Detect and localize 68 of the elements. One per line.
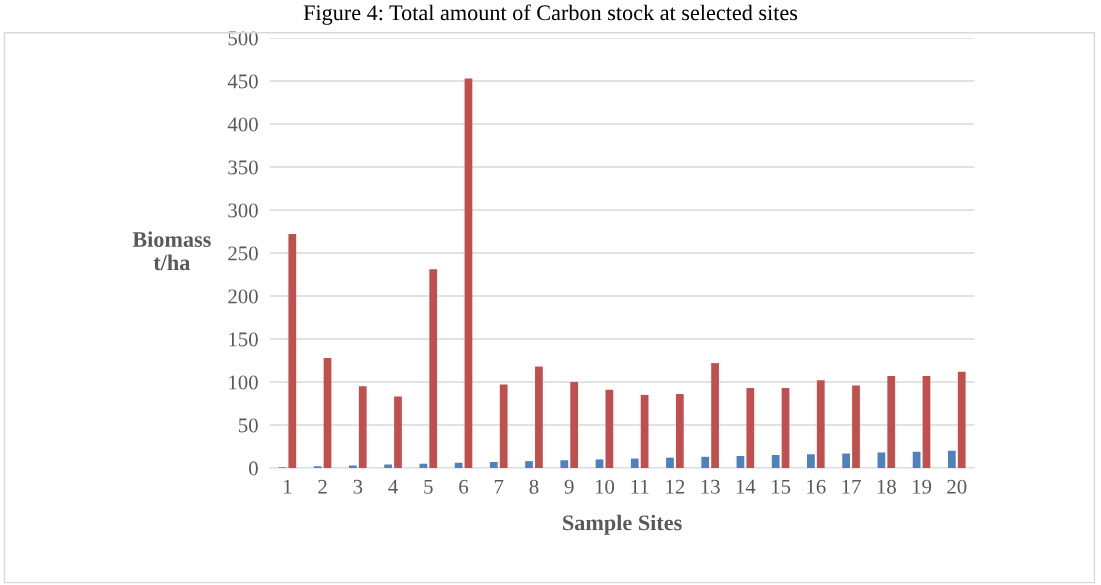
bar [570,382,579,468]
y-tick-label: 250 [228,246,258,261]
y-tick-label: 450 [227,74,258,89]
bar [887,375,896,468]
bar [816,380,825,468]
bar [771,455,780,468]
bar [288,234,297,468]
bar [394,396,402,468]
bar [595,459,604,468]
x-tick-label: 2 [318,479,327,494]
x-tick-label: 19 [912,479,932,494]
bar [746,388,755,468]
bar [630,458,639,468]
y-tick-label: 400 [227,117,258,132]
y-tick-label: 100 [229,375,258,390]
chart-title: Figure 4: Total amount of Carbon stock at selected sites [303,4,798,25]
bar [947,450,956,468]
bar [560,460,569,468]
x-tick-label: 20 [947,479,967,494]
bar [349,465,357,468]
bar [711,363,719,468]
bar [605,389,614,468]
x-tick-label: 13 [701,479,720,494]
x-tick-label: 11 [631,479,649,494]
x-tick-label: 4 [388,479,398,494]
x-tick-label: 5 [424,479,433,494]
bar [807,454,815,468]
x-tick-label: 3 [353,479,363,494]
bar [499,384,508,468]
bar [701,456,710,468]
x-tick-label: 9 [564,479,574,494]
y-axis-title: Biomass t/ha [132,231,211,271]
x-tick-label: 17 [842,479,861,494]
bar [922,375,931,468]
bar [535,366,543,468]
x-tick-label: 18 [877,479,896,494]
y-tick-label: 50 [239,418,258,433]
x-tick-label: 15 [772,479,791,494]
bar [525,461,533,468]
x-axis-title: Sample Sites [563,514,682,535]
x-tick-label: 8 [529,479,539,494]
bar [489,461,498,468]
bar [640,394,649,468]
x-tick-label: 1 [283,479,292,494]
bar [323,357,332,468]
bar [666,457,674,468]
x-tick-label: 7 [494,479,504,494]
bar [852,385,860,468]
bar [429,269,438,468]
y-tick-label: 200 [228,289,258,304]
x-tick-label: 12 [666,479,685,494]
bar [419,463,428,468]
x-tick-label: 16 [807,479,826,494]
bar [842,453,851,468]
x-tick-label: 14 [736,479,756,494]
y-tick-label: 300 [228,203,258,218]
y-tick-label: 0 [249,461,258,476]
y-tick-label: 150 [229,332,258,347]
x-tick-label: 6 [459,479,469,494]
y-tick-label: 350 [228,160,258,175]
bar [877,452,886,468]
bar [675,394,684,468]
bar [781,388,790,468]
bar [957,371,966,468]
bar [358,386,367,468]
x-tick-label: 10 [595,479,615,494]
bar [736,455,745,468]
bar [464,78,473,468]
